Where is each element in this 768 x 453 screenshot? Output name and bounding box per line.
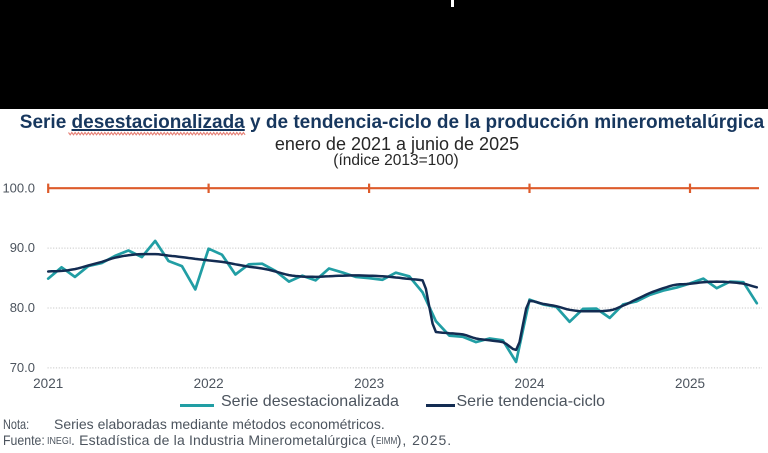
svg-text:90.0: 90.0 (10, 240, 35, 255)
svg-text:2021: 2021 (33, 376, 63, 391)
svg-text:70.0: 70.0 (10, 360, 35, 375)
svg-text:2022: 2022 (194, 376, 224, 391)
svg-text:2023: 2023 (354, 376, 384, 391)
svg-text:2025: 2025 (675, 376, 705, 391)
svg-text:80.0: 80.0 (10, 300, 35, 315)
svg-text:100.0: 100.0 (2, 180, 35, 195)
svg-text:2024: 2024 (514, 376, 545, 391)
